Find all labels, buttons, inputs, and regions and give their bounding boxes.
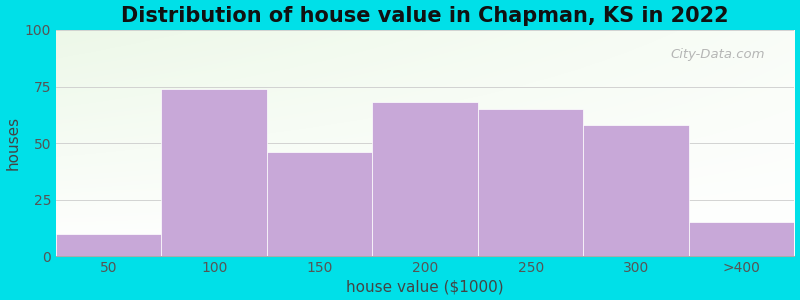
- Bar: [162, 89, 267, 256]
- Text: City-Data.com: City-Data.com: [670, 48, 765, 61]
- Bar: [267, 152, 373, 256]
- Bar: [373, 102, 478, 256]
- Bar: [56, 234, 162, 256]
- Title: Distribution of house value in Chapman, KS in 2022: Distribution of house value in Chapman, …: [122, 6, 729, 26]
- Bar: [478, 109, 583, 256]
- Bar: [583, 125, 689, 256]
- X-axis label: house value ($1000): house value ($1000): [346, 279, 504, 294]
- Bar: [689, 222, 794, 256]
- Y-axis label: houses: houses: [6, 116, 21, 170]
